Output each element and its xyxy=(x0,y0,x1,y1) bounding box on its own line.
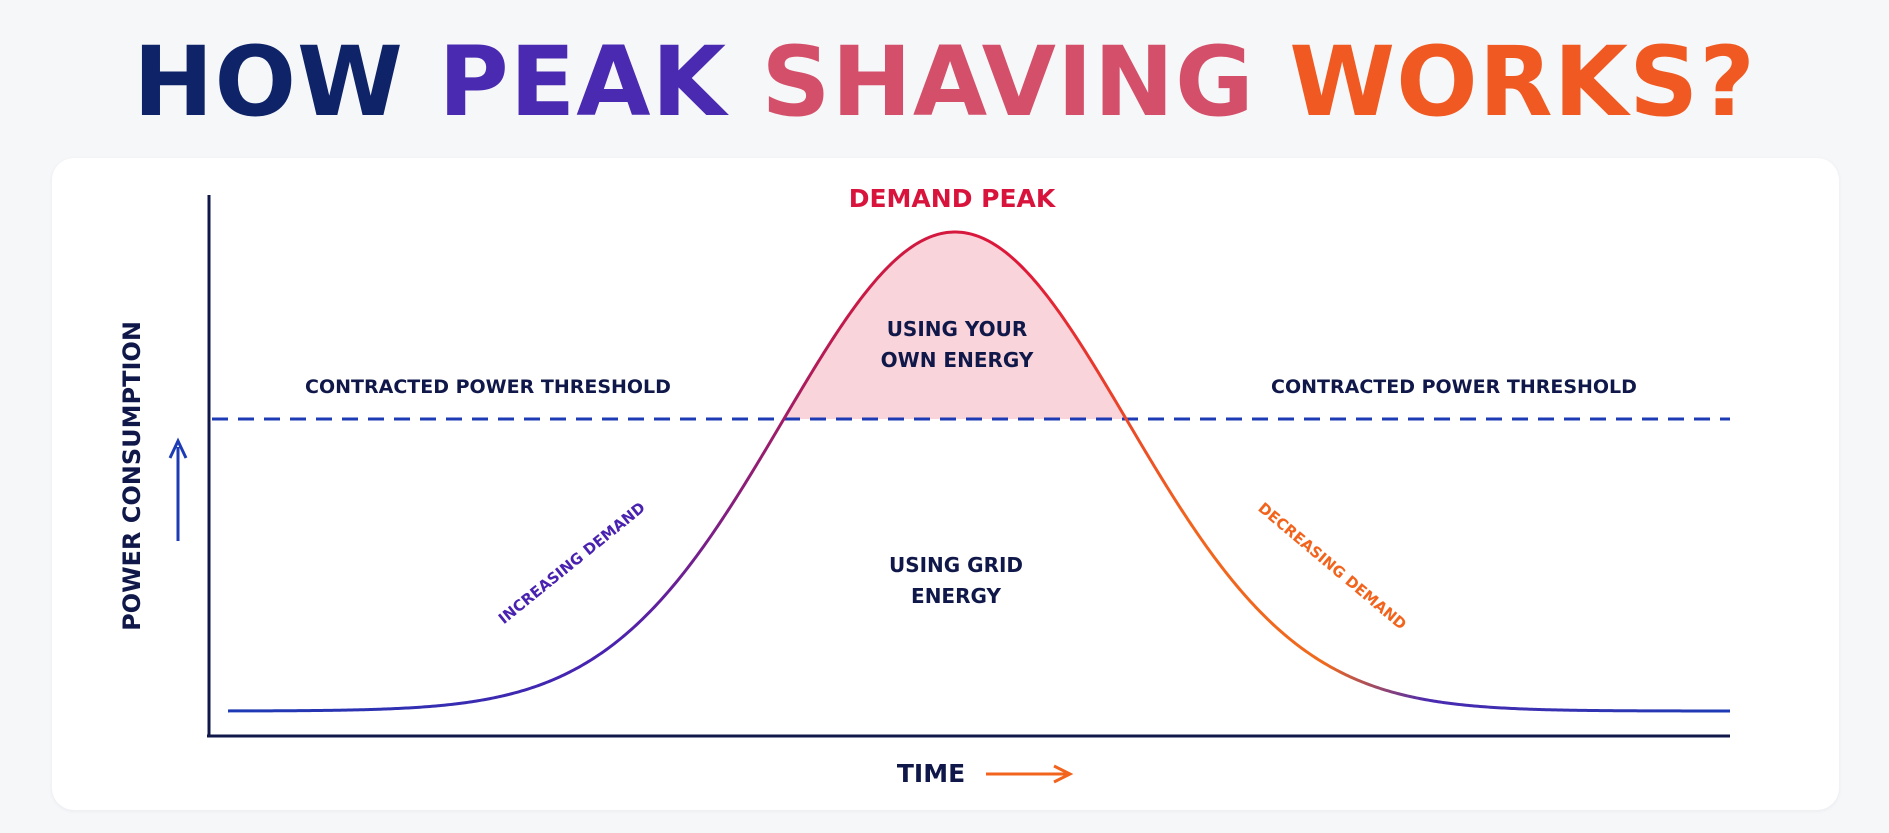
threshold-label-right: CONTRACTED POWER THRESHOLD xyxy=(1271,376,1637,398)
x-axis-arrow-icon xyxy=(986,764,1074,784)
title-word-peak: PEAK xyxy=(438,26,727,138)
title-word-how: HOW xyxy=(133,26,404,138)
threshold-label-left: CONTRACTED POWER THRESHOLD xyxy=(305,376,671,398)
grid-energy-label-line2: ENERGY xyxy=(911,584,1001,608)
own-energy-label-line1: USING YOUR xyxy=(887,317,1028,341)
demand-peak-label: DEMAND PEAK xyxy=(849,184,1057,213)
decreasing-demand-label: DECREASING DEMAND xyxy=(1254,499,1409,634)
y-axis-label: POWER CONSUMPTION xyxy=(118,321,146,631)
title-word-works: WORKS? xyxy=(1289,26,1756,138)
page-title: HOW PEAK SHAVING WORKS? xyxy=(0,22,1889,142)
own-energy-fill-area xyxy=(783,232,1127,419)
increasing-demand-label: INCREASING DEMAND xyxy=(495,498,649,627)
own-energy-label-line2: OWN ENERGY xyxy=(881,348,1034,372)
x-axis-label: TIME xyxy=(897,759,965,788)
demand-curve xyxy=(227,230,1730,713)
title-word-shaving: SHAVING xyxy=(761,26,1255,138)
grid-energy-label-line1: USING GRID xyxy=(889,553,1023,577)
y-axis-arrow-icon xyxy=(168,437,188,541)
